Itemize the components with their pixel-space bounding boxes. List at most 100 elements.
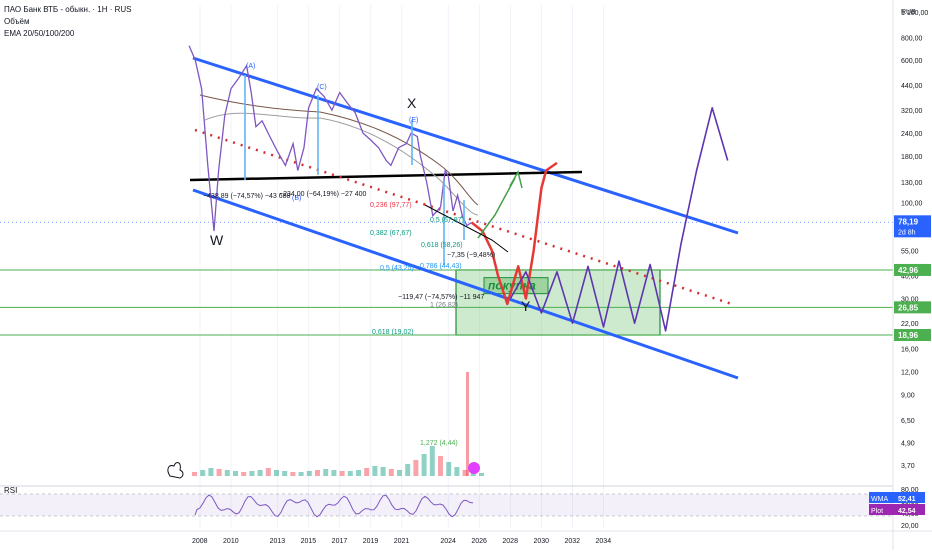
time-tick-1: 2010 [223, 538, 239, 545]
price-tick-0: 1 100,00 [901, 10, 928, 17]
current-price-badge: 78,19 [898, 217, 919, 226]
wave-label-0: (A) [246, 63, 255, 70]
time-tick-3: 2015 [301, 538, 317, 545]
forecast-path-1 [509, 107, 729, 332]
rsi-band [0, 494, 893, 516]
rsi-label: RSI [4, 486, 17, 495]
time-tick-11: 2032 [564, 538, 580, 545]
price-tick-11: 40,00 [901, 274, 919, 281]
indicator-ema[interactable]: EMA 20/50/100/200 [4, 29, 75, 38]
volume-bar-14 [306, 471, 312, 476]
time-tick-5: 2019 [363, 538, 379, 545]
volume-bar-15 [315, 470, 320, 476]
rsi-wma-badge-value-bg [895, 492, 925, 503]
volume-bar-7 [249, 471, 255, 476]
volume-bar-26 [405, 464, 411, 476]
volume-bar-1 [200, 470, 206, 476]
volume-bar-3 [216, 469, 222, 476]
fib-label-2: 0,618 (58,26) [421, 242, 463, 249]
price-tick-10: 55,00 [901, 248, 919, 255]
indicator-volume[interactable]: Объём [4, 17, 30, 26]
measure-label-2: −119,47 (−74,57%) −11 947 [398, 294, 484, 301]
volume-bar-5 [233, 471, 238, 476]
price-tick-6: 180,00 [901, 154, 923, 161]
wave-label-3: (E) [409, 117, 418, 124]
chart-legend: ПАО Банк ВТБ - обыкн. · 1H · RUS Объём E… [4, 4, 132, 40]
time-tick-7: 2024 [440, 538, 456, 545]
rsi-line [194, 494, 474, 518]
fib-label-7: 1 (26,82) [430, 302, 458, 309]
level-badge-1: 26,85 [898, 303, 919, 312]
label-w: W [210, 232, 224, 248]
level-badge-0-bg [894, 263, 931, 276]
price-tick-3: 440,00 [901, 83, 923, 90]
volume-bar-0 [192, 472, 197, 476]
volume-bar-12 [290, 472, 296, 476]
volume-bar-2 [208, 468, 214, 476]
price-tick-17: 6,50 [901, 418, 915, 425]
price-tick-5: 240,00 [901, 131, 923, 138]
volume-bar-20 [356, 470, 361, 476]
rsi-plot-badge-label-bg [869, 504, 895, 515]
volume-bar-8 [257, 470, 263, 476]
neckline [189, 170, 583, 182]
rsi-wma-badge-value: 52,41 [898, 496, 916, 503]
level-badge-0: 42,96 [898, 266, 919, 275]
volume-bar-30 [438, 456, 443, 476]
time-tick-0: 2008 [192, 538, 208, 545]
volume-bar-6 [241, 472, 247, 476]
trend-dotted-line [194, 128, 736, 307]
channel-lower-line [192, 188, 739, 380]
measure-label-0: −438,89 (−74,57%) −43 688 [203, 193, 290, 200]
channel-upper-line [192, 56, 739, 235]
fib-label-0: 0,236 (97,77) [370, 202, 412, 209]
wave-label-1: (B) [292, 195, 301, 202]
price-tick-4: 320,00 [901, 108, 923, 115]
volume-bar-31 [446, 462, 452, 476]
event-icon [468, 462, 480, 474]
volume-bar-18 [339, 471, 345, 476]
rsi-tick-3: 20,00 [901, 523, 919, 530]
chart-title: ПАО Банк ВТБ - обыкн. · 1H · RUS [4, 5, 132, 14]
price-tick-13: 22,00 [901, 321, 919, 328]
label-x: X [407, 95, 417, 111]
price-tick-18: 4,90 [901, 441, 915, 448]
dinosaur-icon [167, 462, 184, 479]
rsi-tick-0: 80,00 [901, 487, 919, 494]
current-price-badge-bg [894, 215, 931, 238]
time-tick-12: 2034 [596, 538, 612, 545]
volume-bar-9 [265, 468, 271, 476]
volume-bar-11 [282, 471, 288, 476]
volume-bar-34 [470, 472, 476, 476]
fib-label-5: 0,618 (19,02) [372, 329, 414, 336]
price-tick-2: 600,00 [901, 58, 923, 65]
volume-bar-10 [274, 470, 279, 476]
volume-bar-27 [413, 460, 419, 476]
volume-bar-22 [372, 466, 378, 476]
volume-bar-33 [462, 470, 468, 476]
current-price-countdown: 2d 8h [898, 229, 916, 236]
fib-label-3: 0,786 (44,43) [420, 263, 462, 270]
volume-bar-25 [397, 470, 402, 476]
green-arrow-head [509, 170, 523, 189]
wave-label-2: (C) [317, 84, 327, 91]
volume-bar-29 [429, 446, 435, 476]
fib-label-6: 1,272 (4,44) [420, 440, 458, 447]
price-tick-1: 800,00 [901, 35, 923, 42]
volume-bar-4 [224, 470, 230, 476]
time-tick-4: 2017 [332, 538, 348, 545]
price-tick-19: 3,70 [901, 463, 915, 470]
fib-label-1: 0,382 (67,67) [370, 230, 412, 237]
fib-label-8: 0,5 (67,97) [430, 217, 464, 224]
fib-label-4: 0,5 (43,25) [380, 265, 414, 272]
ema-200-line [199, 94, 479, 206]
price-tick-12: 30,00 [901, 297, 919, 304]
time-tick-6: 2021 [394, 538, 410, 545]
measure-label-1: −234,00 (−64,19%) −27 400 [279, 191, 366, 198]
green-arrow-line [477, 177, 516, 239]
rsi-wma-badge-label-bg [869, 492, 895, 503]
price-tick-7: 130,00 [901, 180, 923, 187]
rsi-plot-badge-value-bg [895, 504, 925, 515]
rsi-wma-badge-label: WMA [871, 496, 888, 503]
